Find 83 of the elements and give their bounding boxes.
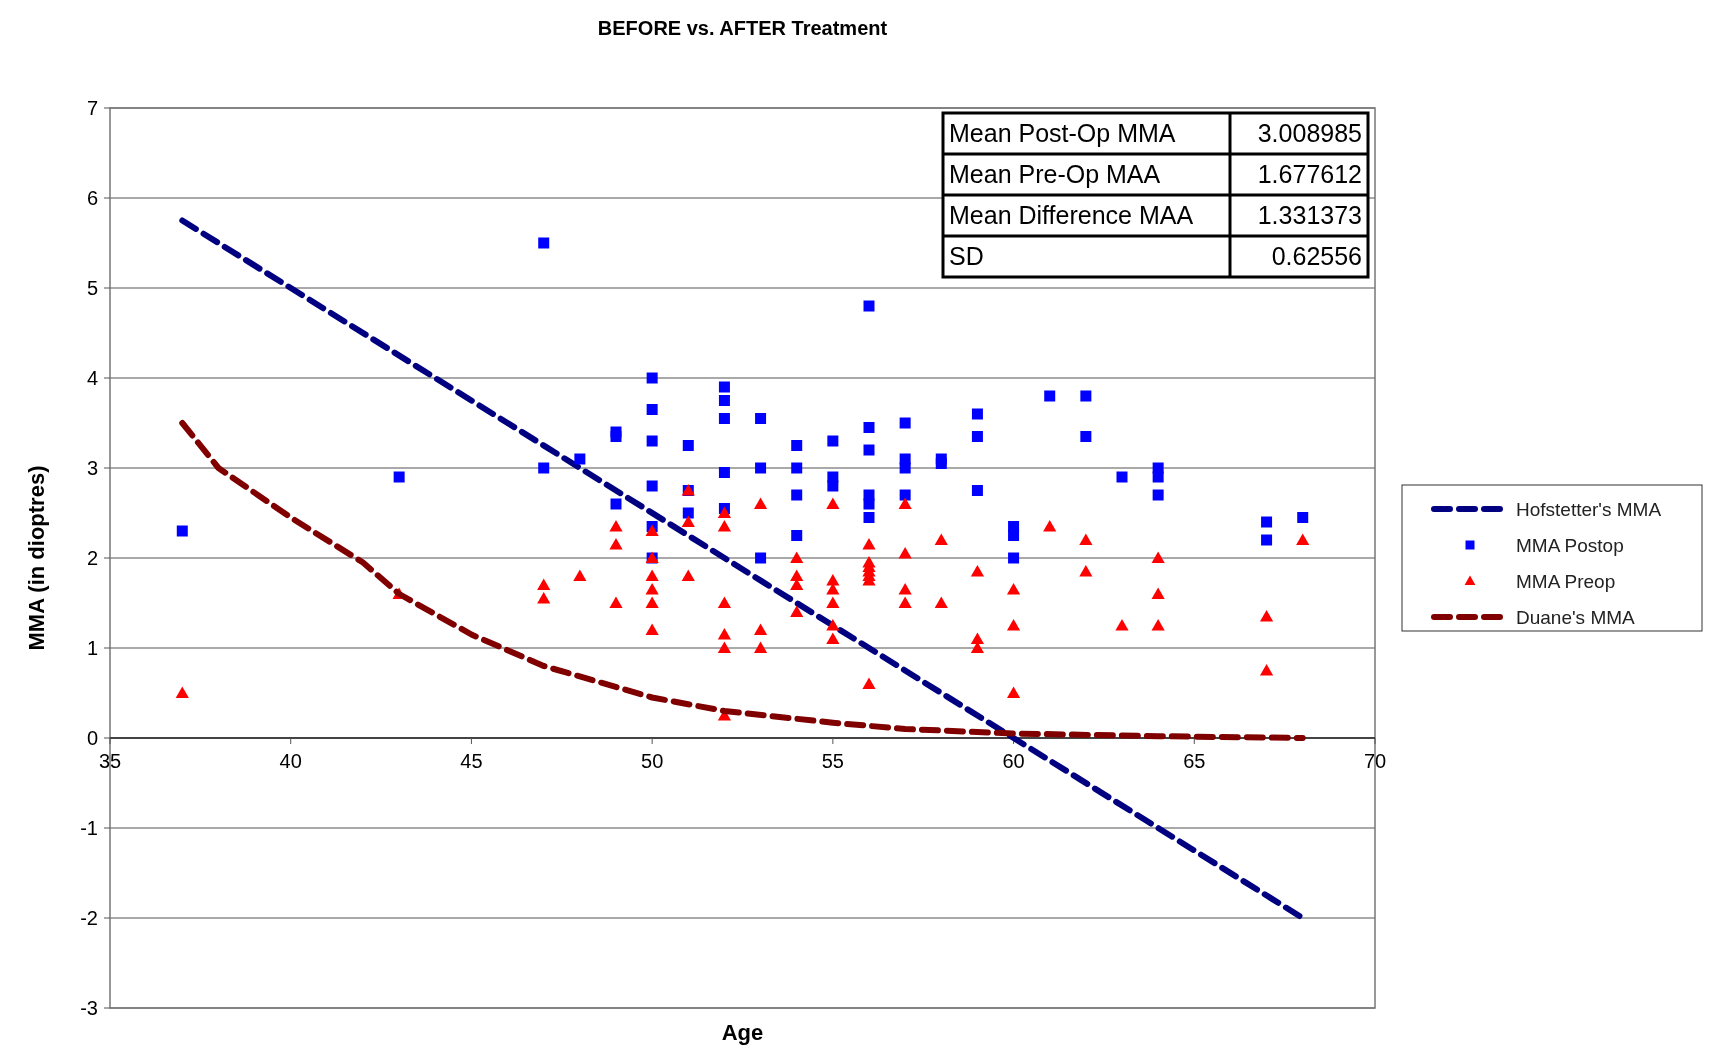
y-tick-label: 6 — [86, 187, 98, 209]
point — [863, 444, 875, 456]
point — [899, 489, 911, 501]
point — [899, 417, 911, 429]
point — [1261, 516, 1273, 528]
point — [899, 462, 911, 474]
point — [1297, 512, 1309, 523]
annotation: Mean Difference MAA — [949, 201, 1194, 230]
point — [755, 413, 767, 424]
annotation: 1.331373 — [1257, 201, 1362, 230]
y-tick-label: -2 — [80, 907, 98, 929]
x-tick-label: 45 — [460, 750, 483, 772]
y-tick-label: -3 — [80, 997, 98, 1019]
point — [718, 467, 730, 478]
point — [791, 489, 803, 501]
annotation: 1.677612 — [1257, 160, 1362, 189]
point — [646, 435, 658, 447]
point — [1080, 390, 1092, 402]
point — [1080, 431, 1092, 442]
point — [1008, 530, 1020, 541]
y-tick-label: 2 — [86, 547, 98, 569]
point — [791, 440, 803, 451]
point — [827, 480, 839, 492]
chart-title: BEFORE vs. AFTER Treatment — [597, 17, 888, 39]
point — [610, 431, 622, 442]
point — [718, 413, 730, 424]
x-tick-label: 70 — [1363, 750, 1387, 772]
annotation: SD — [949, 242, 984, 271]
point — [646, 372, 658, 384]
y-tick-label: 0 — [86, 727, 98, 749]
point — [1116, 471, 1128, 483]
point — [682, 507, 694, 519]
point — [1008, 552, 1020, 564]
x-tick-label: 50 — [641, 750, 664, 772]
x-tick-label: 35 — [98, 750, 122, 772]
y-tick-label: -1 — [80, 817, 98, 839]
point — [1152, 489, 1164, 501]
point — [971, 408, 983, 420]
point — [176, 525, 188, 537]
point — [863, 422, 875, 433]
annotation: 3.008985 — [1257, 119, 1362, 148]
point — [610, 498, 622, 510]
point — [935, 458, 947, 469]
x-tick-label: 60 — [1002, 750, 1025, 772]
point — [863, 498, 875, 510]
point — [718, 395, 730, 406]
point — [574, 453, 586, 465]
legend-label: MMA Postop — [1516, 534, 1624, 556]
point — [1044, 390, 1056, 402]
point — [1152, 471, 1164, 483]
point — [646, 480, 658, 492]
x-tick-label: 55 — [821, 750, 844, 772]
y-axis-title: MMA (in dioptres) — [24, 465, 49, 651]
point — [755, 552, 767, 564]
point — [863, 300, 875, 312]
y-tick-label: 4 — [86, 367, 98, 389]
y-tick-label: 3 — [86, 457, 98, 479]
point — [791, 530, 803, 541]
point — [827, 435, 839, 447]
point — [791, 462, 803, 474]
point — [755, 462, 767, 474]
legend-label: Duane's MMA — [1516, 606, 1636, 628]
x-tick-label: 40 — [279, 750, 302, 772]
legend-label: MMA Preop — [1516, 570, 1616, 592]
x-axis-title: Age — [721, 1020, 764, 1045]
y-tick-label: 5 — [86, 277, 98, 299]
point — [538, 237, 550, 249]
x-tick-label: 65 — [1183, 750, 1206, 772]
annotation: 0.62556 — [1271, 242, 1362, 271]
point — [646, 404, 658, 415]
point — [393, 471, 405, 483]
annotation: Mean Post-Op MMA — [949, 119, 1176, 148]
point — [971, 485, 983, 496]
legend-label: Hofstetter's MMA — [1516, 498, 1662, 520]
y-tick-label: 1 — [86, 637, 98, 659]
point — [971, 431, 983, 442]
point — [538, 462, 550, 474]
point — [863, 512, 875, 523]
point — [718, 381, 730, 393]
y-tick-label: 7 — [86, 97, 98, 119]
point — [1261, 534, 1273, 546]
annotation: Mean Pre-Op MAA — [949, 160, 1161, 189]
point — [682, 440, 694, 451]
